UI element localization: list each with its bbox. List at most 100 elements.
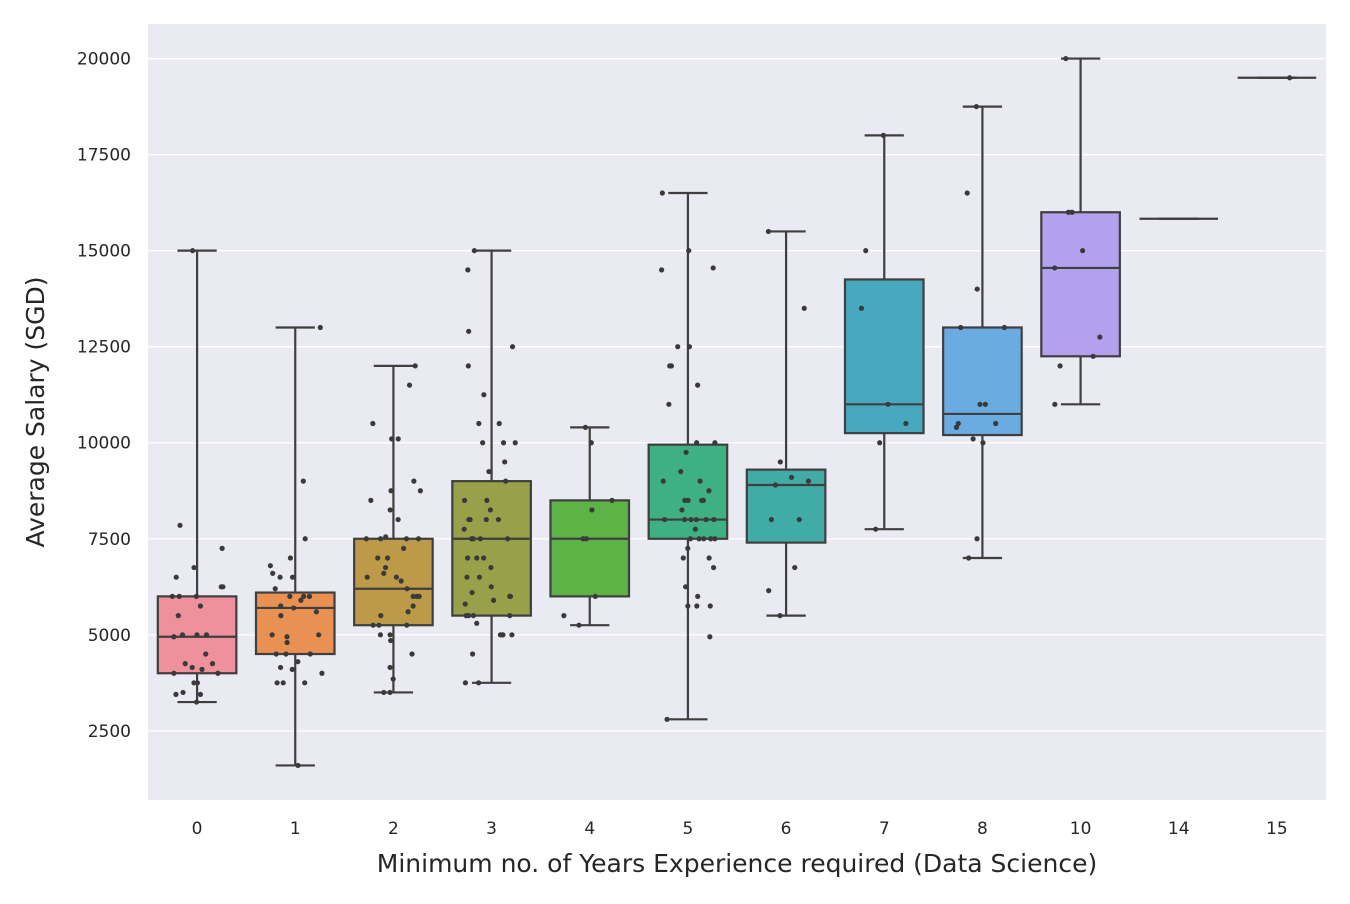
data-point bbox=[680, 555, 686, 561]
data-point bbox=[370, 420, 376, 427]
data-point bbox=[476, 420, 482, 427]
x-tick-label: 0 bbox=[192, 819, 203, 839]
data-point bbox=[1090, 353, 1096, 359]
data-point bbox=[664, 716, 670, 722]
data-point bbox=[169, 593, 175, 599]
data-point bbox=[509, 632, 515, 638]
data-point bbox=[274, 680, 280, 686]
data-point bbox=[298, 597, 304, 603]
data-point bbox=[765, 228, 772, 235]
data-point bbox=[461, 526, 467, 532]
data-point bbox=[660, 478, 666, 484]
box-6 bbox=[745, 230, 827, 617]
data-point bbox=[484, 497, 490, 503]
data-point bbox=[194, 680, 201, 686]
data-point bbox=[462, 601, 468, 607]
data-point bbox=[381, 570, 387, 576]
x-tick-label: 15 bbox=[1266, 819, 1288, 839]
data-point bbox=[481, 555, 487, 561]
data-point bbox=[710, 564, 717, 571]
data-point bbox=[675, 344, 681, 350]
data-point bbox=[706, 488, 712, 494]
grid-lines bbox=[148, 57, 1326, 732]
data-point bbox=[398, 578, 404, 584]
iqr-box bbox=[647, 443, 729, 540]
x-tick-label: 14 bbox=[1168, 819, 1190, 839]
data-point bbox=[277, 574, 283, 580]
x-tick-label: 3 bbox=[486, 819, 497, 839]
data-point bbox=[1065, 209, 1072, 215]
x-tick-label: 2 bbox=[388, 819, 399, 839]
data-point bbox=[496, 420, 502, 427]
data-point bbox=[176, 593, 182, 599]
data-point bbox=[388, 488, 394, 494]
data-point bbox=[788, 474, 795, 480]
data-point bbox=[885, 401, 891, 407]
data-point bbox=[414, 593, 420, 599]
data-point bbox=[483, 516, 489, 523]
data-point bbox=[179, 632, 186, 638]
data-point bbox=[710, 265, 716, 271]
points-layer bbox=[169, 55, 1293, 769]
data-point bbox=[383, 534, 389, 540]
data-point bbox=[700, 497, 707, 503]
data-point bbox=[703, 516, 709, 523]
box-4 bbox=[549, 426, 631, 627]
data-point bbox=[507, 613, 513, 619]
data-point bbox=[495, 516, 502, 523]
data-point bbox=[387, 632, 393, 638]
data-point bbox=[277, 664, 284, 671]
data-point bbox=[693, 516, 699, 523]
y-tick-label: 12500 bbox=[77, 338, 131, 358]
data-point bbox=[284, 634, 290, 640]
data-point bbox=[801, 305, 807, 311]
data-point bbox=[712, 536, 718, 542]
data-point bbox=[417, 488, 423, 494]
y-tick-label: 5000 bbox=[88, 626, 131, 646]
data-point bbox=[470, 536, 476, 542]
data-point bbox=[375, 555, 381, 561]
data-point bbox=[368, 497, 374, 503]
iqr-box bbox=[1040, 211, 1121, 358]
data-point bbox=[295, 762, 301, 769]
data-point bbox=[682, 497, 688, 503]
data-point bbox=[707, 634, 713, 640]
iqr-box bbox=[353, 537, 434, 627]
data-point bbox=[199, 666, 205, 672]
box-7 bbox=[843, 134, 925, 531]
y-tick-label: 15000 bbox=[77, 242, 131, 262]
iqr-box bbox=[451, 480, 532, 617]
iqr-box bbox=[843, 278, 925, 435]
data-point bbox=[697, 478, 703, 484]
data-point bbox=[377, 536, 384, 542]
data-point bbox=[302, 536, 308, 542]
data-point bbox=[197, 603, 204, 609]
data-point bbox=[389, 436, 395, 442]
data-point bbox=[173, 574, 179, 580]
data-point bbox=[465, 363, 471, 369]
data-point bbox=[466, 328, 472, 334]
data-point bbox=[395, 516, 401, 523]
data-point bbox=[504, 536, 511, 542]
data-point bbox=[692, 526, 698, 532]
data-point bbox=[171, 670, 177, 676]
data-point bbox=[877, 440, 883, 446]
data-point bbox=[410, 603, 416, 609]
data-point bbox=[197, 691, 204, 697]
x-tick-label: 7 bbox=[879, 819, 890, 839]
data-point bbox=[390, 676, 396, 682]
data-point bbox=[694, 440, 700, 446]
data-point bbox=[488, 564, 494, 571]
data-point bbox=[411, 478, 417, 484]
data-point bbox=[415, 536, 422, 542]
data-point bbox=[203, 651, 209, 657]
data-point bbox=[500, 440, 507, 446]
data-point bbox=[193, 699, 200, 705]
data-point bbox=[194, 632, 200, 638]
data-point bbox=[955, 420, 961, 427]
data-point bbox=[777, 613, 783, 619]
data-point bbox=[858, 305, 865, 311]
data-point bbox=[409, 651, 415, 657]
iqr-box bbox=[549, 499, 631, 598]
